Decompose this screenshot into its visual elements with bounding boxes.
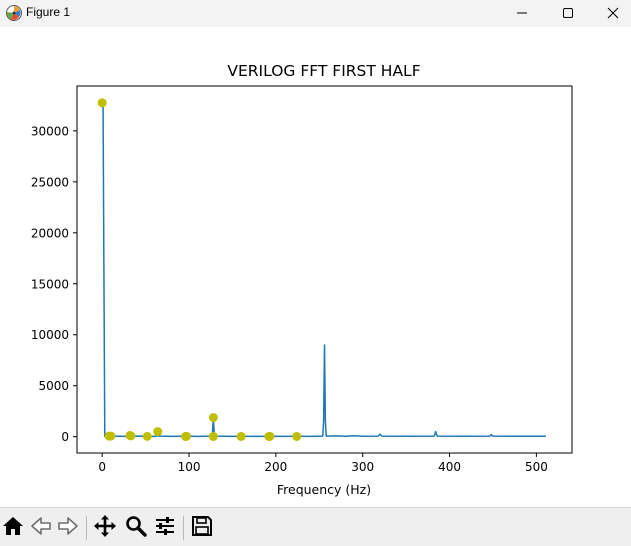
pan-button[interactable] [92,515,118,541]
forward-button[interactable] [55,515,81,541]
back-icon [30,515,52,541]
figure-canvas[interactable]: VERILOG FFT FIRST HALF 0 100 200 300 400 500 … [0,27,631,507]
y-tick-label: 0 [61,430,69,444]
peak-marker [292,431,302,441]
y-tick-label: 30000 [31,124,69,138]
title-bar: Figure 1 [0,0,631,27]
toolbar-separator [86,516,87,540]
peak-marker [126,431,136,441]
y-tick-label: 10000 [31,328,69,342]
minimize-button[interactable] [499,0,545,27]
configure-subplots-button[interactable] [152,515,178,541]
close-icon [607,4,619,23]
window-title: Figure 1 [26,5,71,19]
home-icon [2,515,24,541]
maximize-button[interactable] [545,0,591,27]
maximize-icon [562,4,574,23]
x-tick-label: 0 [98,460,106,474]
save-icon [191,515,213,541]
x-tick-label: 200 [264,460,287,474]
x-tick-label: 500 [525,460,548,474]
x-axis-label: Frequency (Hz) [277,482,371,497]
plot-content [97,98,546,441]
y-tick-label: 5000 [38,379,69,393]
close-button[interactable] [590,0,631,27]
peak-marker [106,431,116,441]
peak-marker [208,413,218,423]
y-tick-label: 20000 [31,226,69,240]
navigation-toolbar [0,507,631,546]
zoom-button[interactable] [123,515,149,541]
axes-frame [76,85,573,454]
peak-marker [265,431,275,441]
matplotlib-figure-icon [5,4,23,22]
peak-marker [153,427,163,437]
y-axis-ticks: 0 5000 10000 15000 20000 25000 30000 [31,124,77,444]
configure-subplots-icon [154,515,176,541]
peak-marker [236,431,246,441]
fft-magnitude-line [102,102,546,438]
x-tick-label: 300 [351,460,374,474]
x-axis-ticks: 0 100 200 300 400 500 [98,453,548,474]
peak-marker [208,431,218,441]
minimize-icon [516,4,528,23]
fft-chart: VERILOG FFT FIRST HALF 0 100 200 300 400 500 … [31,62,573,497]
forward-icon [57,515,79,541]
pan-icon [93,514,117,542]
zoom-icon [125,515,147,541]
toolbar-separator [183,516,184,540]
save-button[interactable] [189,515,215,541]
chart-title: VERILOG FFT FIRST HALF [227,62,420,80]
home-button[interactable] [0,515,26,541]
peak-marker [97,98,107,108]
y-tick-label: 15000 [31,277,69,291]
x-tick-label: 400 [438,460,461,474]
y-tick-label: 25000 [31,175,69,189]
peak-marker [181,431,191,441]
peak-marker [142,431,152,441]
x-tick-label: 100 [178,460,201,474]
back-button[interactable] [28,515,54,541]
